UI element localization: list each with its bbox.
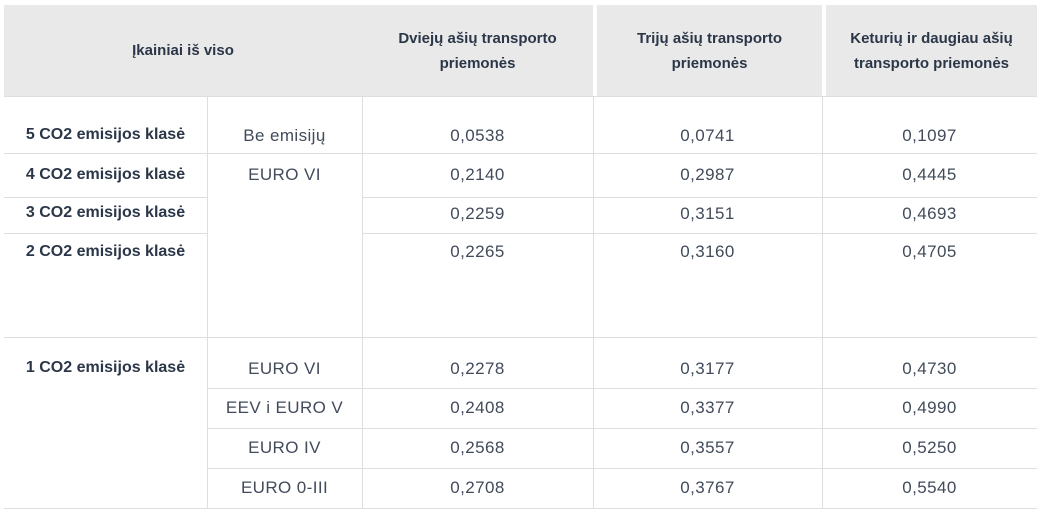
rate-cell: 0,3151 <box>680 204 735 223</box>
rate-cell: 0,3377 <box>680 398 735 417</box>
rate-cell: 0,3177 <box>680 359 735 378</box>
divider <box>4 337 1037 338</box>
rate-cell: 0,2568 <box>450 438 505 457</box>
rate-cell: 0,2708 <box>450 478 505 497</box>
euro-class-euro-iv: EURO IV <box>248 438 321 457</box>
divider <box>207 96 208 508</box>
euro-class-euro-vi-top: EURO VI <box>248 165 321 184</box>
divider <box>822 96 823 508</box>
rate-cell: 0,3160 <box>680 242 735 261</box>
euro-class-euro-0-iii: EURO 0-III <box>240 478 329 497</box>
divider <box>207 428 1037 429</box>
rate-cell: 0,0538 <box>450 126 505 145</box>
divider <box>4 96 1037 97</box>
rate-cell: 0,4730 <box>902 359 957 378</box>
rate-cell: 0,4693 <box>902 204 957 223</box>
co2-class-2-label: 2 CO2 emisijos klasė <box>25 243 186 260</box>
rate-cell: 0,4990 <box>902 398 957 417</box>
rate-cell: 0,2987 <box>680 165 735 184</box>
rate-cell: 0,4705 <box>902 242 957 261</box>
co2-class-5-label: 5 CO2 emisijos klasė <box>25 126 186 143</box>
co2-class-4-label: 4 CO2 emisijos klasė <box>25 166 186 183</box>
header-three-axle-vehicles: Trijų ašių transporto priemonės <box>597 5 822 96</box>
rate-cell: 0,5540 <box>902 478 957 497</box>
header-four-plus-axle-vehicles: Keturių ir daugiau ašių transporto priem… <box>826 5 1037 96</box>
header-two-axle-vehicles: Dviejų ašių transporto priemonės <box>398 29 557 72</box>
euro-class-no-emission: Be emisijų <box>243 126 326 145</box>
rate-cell: 0,3767 <box>680 478 735 497</box>
euro-class-eev-euro-v: EEV i EURO V <box>225 398 344 417</box>
header-group-left: Įkainiai iš viso Dviejų ašių transporto … <box>4 5 593 96</box>
rate-cell: 0,2259 <box>450 204 505 223</box>
rate-cell: 0,2265 <box>450 242 505 261</box>
header-four-plus-axle-label: Keturių ir daugiau ašių transporto priem… <box>850 29 1013 72</box>
divider <box>362 96 363 508</box>
rate-cell: 0,3557 <box>680 438 735 457</box>
divider <box>207 388 1037 389</box>
rate-cell: 0,1097 <box>902 126 957 145</box>
divider <box>362 233 1037 234</box>
rate-cell: 0,0741 <box>680 126 735 145</box>
divider <box>4 508 1037 509</box>
divider <box>4 153 1037 154</box>
divider <box>593 96 594 508</box>
rate-cell: 0,2140 <box>450 165 505 184</box>
rate-cell: 0,2278 <box>450 359 505 378</box>
header-three-axle-label: Trijų ašių transporto priemonės <box>636 29 783 72</box>
euro-class-euro-vi-bottom: EURO VI <box>248 359 321 378</box>
header-total: Įkainiai iš viso <box>132 42 234 59</box>
divider <box>4 233 207 234</box>
rate-cell: 0,5250 <box>902 438 957 457</box>
divider <box>362 197 1037 198</box>
rate-cell: 0,4445 <box>902 165 957 184</box>
rate-cell: 0,2408 <box>450 398 505 417</box>
co2-class-1-label: 1 CO2 emisijos klasė <box>25 359 186 376</box>
co2-class-3-label: 3 CO2 emisijos klasė <box>25 204 186 221</box>
divider <box>207 468 1037 469</box>
divider <box>4 197 207 198</box>
